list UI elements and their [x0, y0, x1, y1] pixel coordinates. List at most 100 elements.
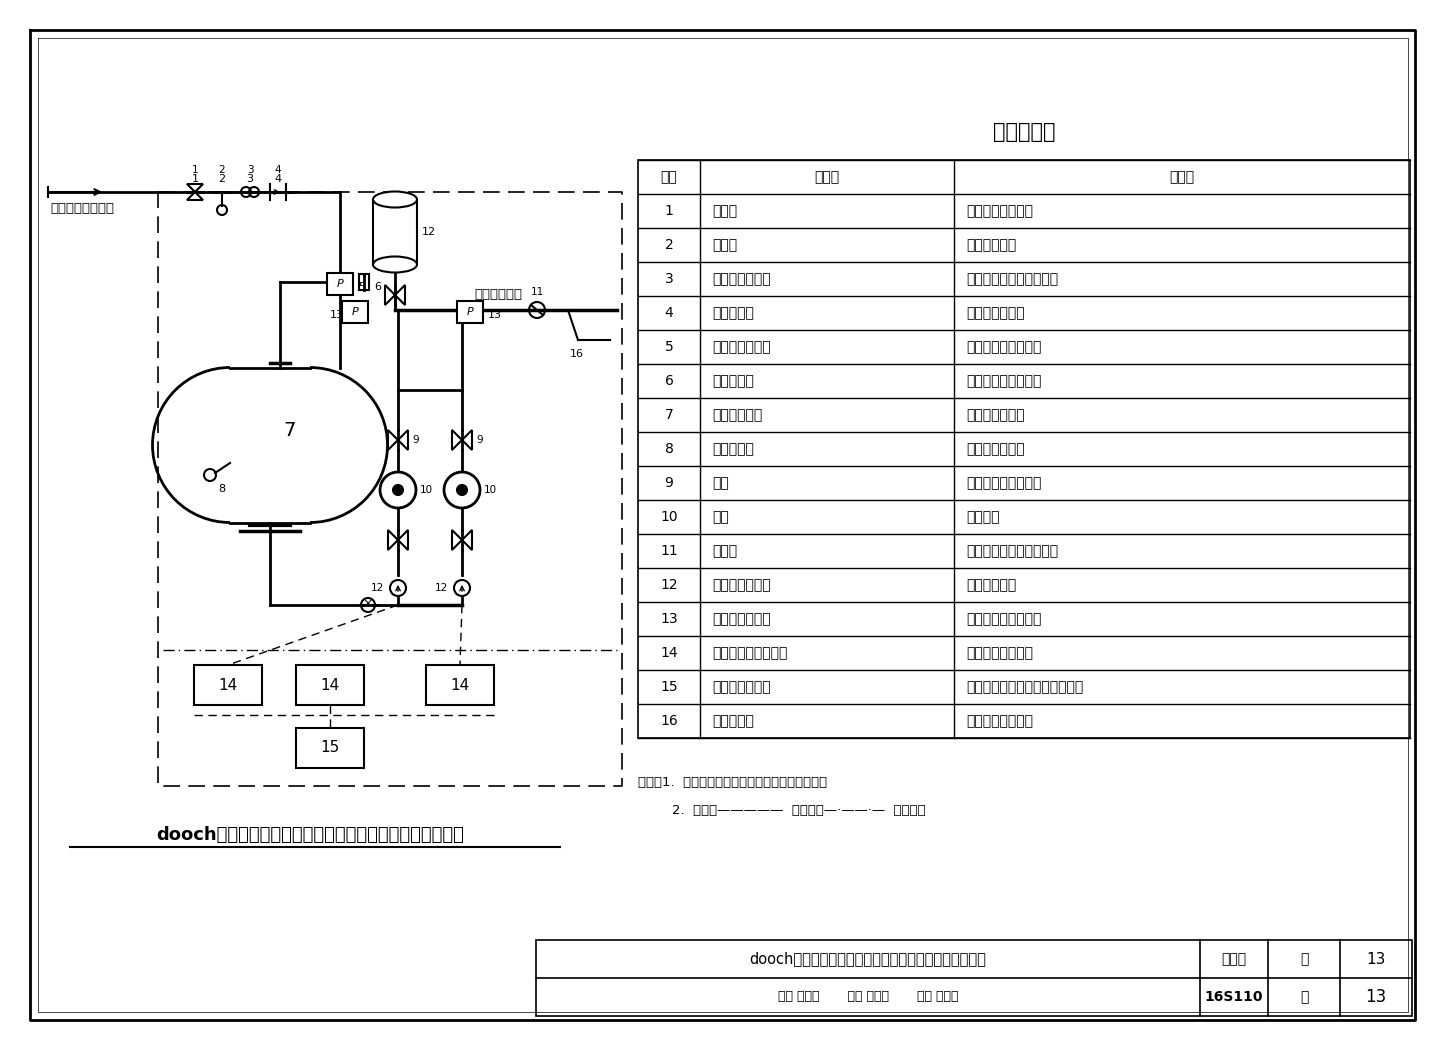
Text: 5: 5	[665, 340, 674, 354]
Bar	[359, 274, 369, 290]
Text: 6: 6	[374, 282, 382, 292]
Text: 检测稳流罐液位: 检测稳流罐液位	[966, 442, 1025, 456]
Text: 16: 16	[570, 349, 585, 359]
Text: 增压供水: 增压供水	[966, 510, 999, 524]
Text: 出水压力传感器: 出水压力传感器	[711, 612, 770, 626]
Text: 胶囊式气压水罐: 胶囊式气压水罐	[711, 578, 770, 592]
Text: 15: 15	[660, 680, 678, 693]
Text: 接自市政供水管网: 接自市政供水管网	[50, 202, 114, 214]
Text: 15: 15	[320, 741, 340, 755]
Text: 2: 2	[219, 165, 225, 175]
Bar	[194, 665, 262, 705]
Text: 水泵: 水泵	[711, 510, 729, 524]
Text: 7: 7	[284, 420, 297, 439]
Bar	[297, 728, 364, 768]
Text: 11: 11	[530, 287, 544, 297]
Bar	[297, 665, 364, 705]
Text: 12: 12	[660, 578, 678, 592]
Text: 倒流防止器: 倒流防止器	[711, 306, 755, 320]
Text: 页: 页	[1300, 990, 1308, 1004]
Text: 4: 4	[275, 165, 281, 175]
Text: 主要部件表: 主要部件表	[992, 122, 1056, 142]
Ellipse shape	[373, 256, 418, 273]
Text: 检测设备进水管压力: 检测设备进水管压力	[966, 340, 1041, 354]
Text: 6: 6	[665, 374, 674, 388]
Bar	[638, 160, 1410, 738]
Bar	[426, 665, 494, 705]
Text: 7: 7	[665, 408, 674, 422]
Text: 12: 12	[370, 583, 384, 593]
Text: 10: 10	[420, 485, 433, 495]
Text: 止回阀: 止回阀	[711, 544, 737, 558]
Text: 数字集成变频控制器: 数字集成变频控制器	[711, 646, 788, 660]
Text: 9: 9	[665, 476, 674, 490]
Text: 液位传感器: 液位传感器	[711, 442, 755, 456]
Text: 序号: 序号	[661, 170, 677, 184]
Circle shape	[444, 472, 480, 508]
Text: 名　称: 名 称	[815, 170, 840, 184]
Bar	[327, 273, 353, 295]
Text: ×: ×	[363, 597, 373, 611]
Text: 2.  图例：—————  控制线；—·——·—  信号线。: 2. 图例：————— 控制线；—·——·— 信号线。	[638, 804, 926, 818]
Text: 进水压力传感器: 进水压力传感器	[711, 340, 770, 354]
Text: 10: 10	[660, 510, 678, 524]
Text: 自动控制触摸屏: 自动控制触摸屏	[711, 680, 770, 693]
Text: 控制阀: 控制阀	[711, 204, 737, 218]
Text: 14: 14	[451, 678, 469, 692]
Text: 防止稳流罐抽吸真空: 防止稳流罐抽吸真空	[966, 374, 1041, 388]
Text: 14: 14	[320, 678, 340, 692]
Bar	[456, 301, 482, 323]
Text: 可曲挠橡胶接头: 可曲挠橡胶接头	[711, 272, 770, 286]
Text: 进水总管控制阀门: 进水总管控制阀门	[966, 204, 1032, 218]
Text: 14: 14	[219, 678, 238, 692]
Text: 1: 1	[192, 165, 199, 175]
Text: 防止用户管网压力水回流: 防止用户管网压力水回流	[966, 544, 1058, 558]
Text: 5: 5	[359, 282, 364, 292]
Text: 10: 10	[484, 485, 497, 495]
Text: 14: 14	[660, 646, 678, 660]
Text: 防止增压水回流: 防止增压水回流	[966, 306, 1025, 320]
Text: 3: 3	[665, 272, 674, 286]
Text: 2: 2	[665, 238, 674, 252]
Text: 消毒器接口: 消毒器接口	[711, 714, 755, 728]
Circle shape	[380, 472, 416, 508]
Text: 8: 8	[665, 442, 674, 456]
Text: 9: 9	[412, 435, 419, 445]
Bar	[373, 200, 418, 265]
Text: 控制水泵变频运行: 控制水泵变频运行	[966, 646, 1032, 660]
Text: P: P	[351, 306, 359, 317]
Text: dooch系列罐式全变频叠压供水设备基本组成及控制原理图: dooch系列罐式全变频叠压供水设备基本组成及控制原理图	[156, 826, 464, 844]
Text: 水泵吸水管稳流: 水泵吸水管稳流	[966, 408, 1025, 422]
Text: 16S110: 16S110	[1205, 990, 1263, 1004]
Circle shape	[393, 485, 403, 495]
Text: 13: 13	[488, 310, 503, 320]
Text: 真空抑制器: 真空抑制器	[711, 374, 755, 388]
Text: 11: 11	[660, 544, 678, 558]
Text: 审核 罗定元       校对 吴海林       设计 核郡份: 审核 罗定元 校对 吴海林 设计 核郡份	[778, 991, 958, 1003]
Text: 页: 页	[1300, 952, 1308, 967]
Text: P: P	[467, 306, 474, 317]
Text: 1: 1	[665, 204, 674, 218]
Text: 3: 3	[246, 174, 253, 184]
Text: 阀门: 阀门	[711, 476, 729, 490]
Text: 供连接消毒装置用: 供连接消毒装置用	[966, 714, 1032, 728]
Ellipse shape	[373, 191, 418, 207]
Text: 不锈钢稳流罐: 不锈钢稳流罐	[711, 408, 762, 422]
Text: 8: 8	[219, 484, 226, 494]
Text: 16: 16	[660, 714, 678, 728]
Text: 12: 12	[435, 583, 448, 593]
Text: 13: 13	[660, 612, 678, 626]
Text: 3: 3	[246, 165, 253, 175]
Text: 设定、调整及显示设备运行参数: 设定、调整及显示设备运行参数	[966, 680, 1083, 693]
Text: 4: 4	[665, 306, 674, 320]
Bar	[343, 301, 369, 323]
Text: 稳定系统压力: 稳定系统压力	[966, 578, 1017, 592]
Bar	[536, 940, 1413, 1016]
Text: 隔振、便于管路拆卸检修: 隔振、便于管路拆卸检修	[966, 272, 1058, 286]
Text: 过滤管网进水: 过滤管网进水	[966, 238, 1017, 252]
Text: 2: 2	[219, 174, 226, 184]
Text: 4: 4	[275, 174, 282, 184]
Text: 说明：1.  图中虚线框内为厂家或套设备供货范围。: 说明：1. 图中虚线框内为厂家或套设备供货范围。	[638, 776, 827, 790]
Text: 接至用户管网: 接至用户管网	[474, 289, 521, 301]
Text: 13: 13	[1367, 952, 1385, 967]
